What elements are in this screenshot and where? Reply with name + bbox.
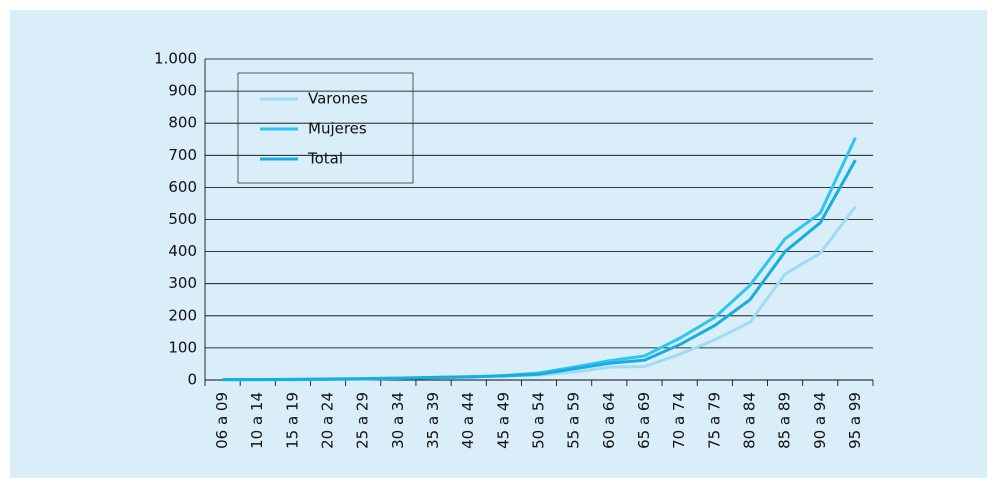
x-tick-label: 80 a 84 [740,392,758,449]
x-tick-label: 06 a 09 [213,392,231,449]
line-series [222,159,857,382]
legend-label: Total [307,150,343,168]
x-tick-label: 70 a 74 [670,392,688,449]
legend-label: Varones [308,90,368,108]
y-tick-label: 0 [187,371,197,389]
y-tick-label: 800 [168,114,197,132]
x-tick-label: 10 a 14 [248,392,266,449]
y-tick-label: 300 [168,274,197,292]
panel [10,10,987,478]
legend-label: Mujeres [308,120,367,138]
x-tick-label: 40 a 44 [459,392,477,449]
x-tick-label: 15 a 19 [283,392,301,449]
x-tick-label: 20 a 24 [319,392,337,449]
x-tick-label: 30 a 34 [389,392,407,449]
legend-box [237,72,414,184]
x-tick-label: 95 a 99 [846,392,864,449]
x-tick-label: 75 a 79 [705,392,723,449]
y-tick-label: 1.000 [154,50,197,68]
x-tick-label: 55 a 59 [565,392,583,449]
y-tick-label: 100 [168,338,197,356]
y-tick-label: 600 [168,178,197,196]
y-tick-label: 700 [168,146,197,164]
x-tick-label: 90 a 94 [811,392,829,449]
x-tick-label: 60 a 64 [600,392,618,449]
x-tick-label: 85 a 89 [776,392,794,449]
x-tick-label: 45 a 49 [494,392,512,449]
y-tick-label: 500 [168,210,197,228]
y-tick-label: 900 [168,82,197,100]
y-tick-label: 200 [168,306,197,324]
x-tick-label: 35 a 39 [424,392,442,449]
x-tick-label: 65 a 69 [635,392,653,449]
y-tick-label: 400 [168,242,197,260]
x-tick-label: 25 a 29 [354,392,372,449]
x-tick-label: 50 a 54 [530,392,548,449]
